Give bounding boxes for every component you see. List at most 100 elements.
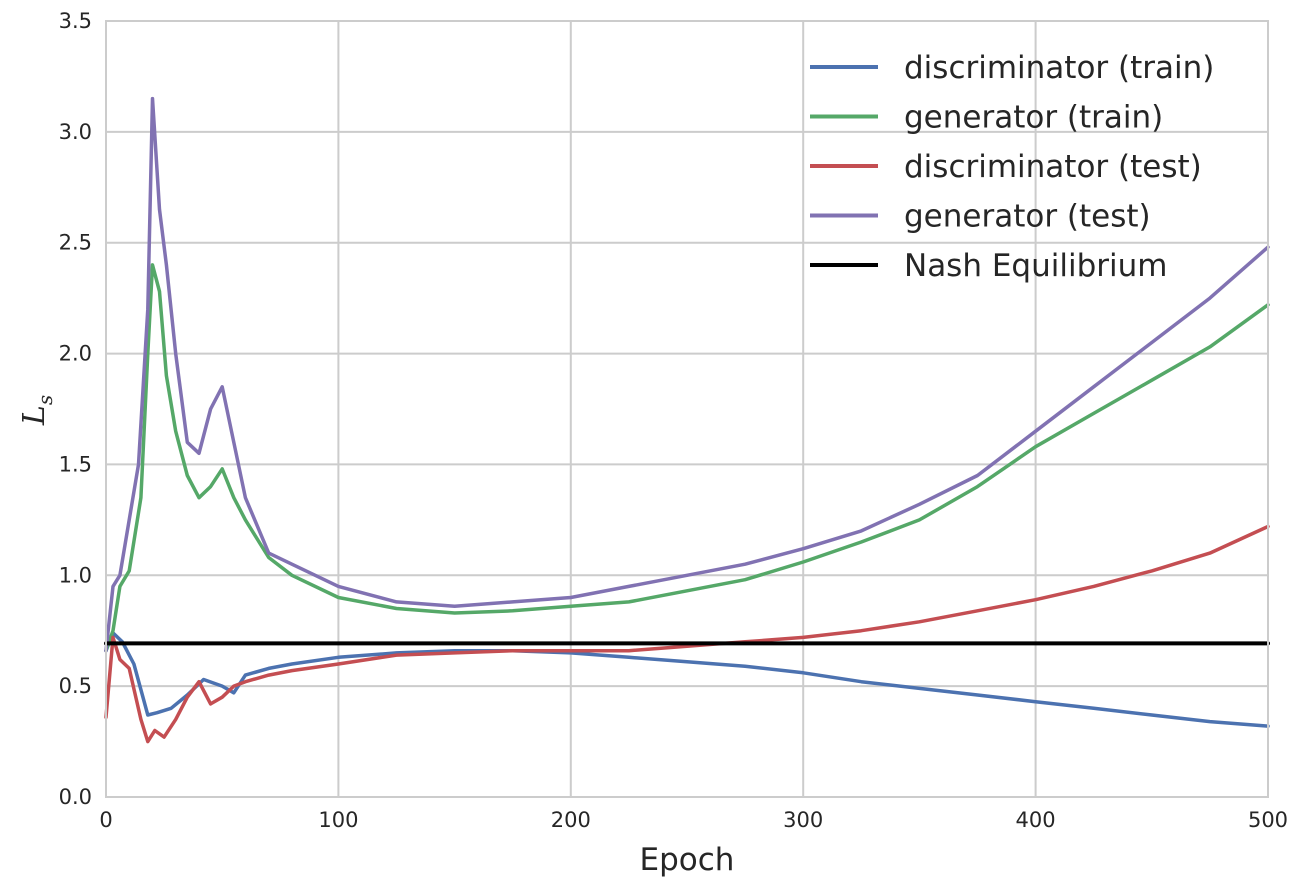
data-point xyxy=(151,263,154,267)
series-line xyxy=(104,524,1270,744)
data-point xyxy=(1150,378,1154,382)
data-point xyxy=(232,496,236,499)
data-point xyxy=(128,518,131,522)
plot-frame xyxy=(105,20,1269,798)
data-point xyxy=(627,656,631,659)
data-point xyxy=(111,629,115,632)
data-point xyxy=(337,662,340,666)
data-point xyxy=(1034,700,1037,703)
data-point xyxy=(139,718,143,721)
data-point xyxy=(569,649,572,652)
data-point xyxy=(1208,551,1212,555)
data-point xyxy=(918,503,921,506)
data-point xyxy=(802,560,805,564)
data-point xyxy=(395,607,398,610)
data-point xyxy=(313,574,317,577)
data-point xyxy=(153,729,157,732)
data-point xyxy=(244,518,247,522)
data-point xyxy=(158,208,161,211)
legend: discriminator (train) generator (train) di… xyxy=(810,50,1214,284)
data-point xyxy=(453,611,456,615)
x-tick-label: 500 xyxy=(1248,808,1288,832)
data-point xyxy=(146,740,150,743)
data-point xyxy=(860,529,863,533)
data-point xyxy=(685,660,689,663)
data-point xyxy=(128,569,131,573)
data-point xyxy=(511,609,514,612)
data-point xyxy=(244,680,247,683)
data-point xyxy=(1150,341,1154,344)
legend-label: discriminator (test) xyxy=(904,149,1202,185)
series-1 xyxy=(104,263,1270,653)
data-point xyxy=(1092,585,1095,588)
data-point xyxy=(290,563,294,566)
y-tick-label: 1.5 xyxy=(59,452,92,476)
series-0 xyxy=(104,631,1270,728)
data-point xyxy=(146,352,150,355)
data-point xyxy=(132,662,136,666)
data-point xyxy=(202,678,205,681)
data-point xyxy=(174,352,177,355)
data-point xyxy=(976,693,979,697)
data-point xyxy=(209,407,212,411)
data-point xyxy=(743,563,747,566)
y-tick-label: 3.0 xyxy=(59,120,92,144)
data-point xyxy=(569,596,572,599)
data-point xyxy=(569,605,572,608)
data-point xyxy=(685,645,689,648)
data-point xyxy=(1150,569,1154,573)
series-4 xyxy=(104,641,1270,646)
data-point xyxy=(221,684,224,688)
data-point xyxy=(802,547,805,550)
data-point xyxy=(118,658,122,661)
data-point xyxy=(165,263,168,267)
data-point xyxy=(165,374,168,377)
data-point xyxy=(976,474,979,477)
data-point xyxy=(151,97,154,100)
legend-label: generator (train) xyxy=(904,100,1163,136)
data-point xyxy=(118,585,122,588)
y-tick-label: 2.0 xyxy=(59,342,92,366)
data-point xyxy=(155,711,159,714)
x-axis-label: Epoch xyxy=(640,842,735,878)
series-line xyxy=(104,96,1270,653)
data-point xyxy=(1092,385,1095,389)
y-axis-label-main: L xyxy=(17,405,52,426)
x-tick-label: 100 xyxy=(318,808,358,832)
data-point xyxy=(395,653,398,657)
data-point xyxy=(146,713,150,717)
data-point xyxy=(209,485,212,488)
data-point xyxy=(1034,429,1037,433)
data-point xyxy=(802,671,805,675)
data-point xyxy=(290,574,294,577)
data-point xyxy=(1092,412,1095,415)
data-point xyxy=(111,636,115,639)
data-point xyxy=(511,600,514,604)
data-point xyxy=(290,669,294,672)
data-point xyxy=(860,540,863,544)
data-point xyxy=(267,556,270,559)
data-point xyxy=(1150,713,1154,717)
data-point xyxy=(290,662,294,666)
y-tick-label: 2.5 xyxy=(59,231,92,255)
y-tick-label: 3.5 xyxy=(59,9,92,33)
data-point xyxy=(267,551,270,555)
data-point xyxy=(743,578,747,581)
data-point xyxy=(685,574,689,577)
data-point xyxy=(802,636,805,639)
data-point xyxy=(1092,707,1095,710)
data-point xyxy=(209,702,212,706)
data-point xyxy=(186,441,189,444)
y-tick-label: 1.0 xyxy=(59,563,92,587)
plot-area xyxy=(106,21,1268,797)
data-point xyxy=(860,629,863,632)
data-point xyxy=(627,600,631,604)
data-point xyxy=(976,485,979,488)
data-point xyxy=(1208,296,1212,300)
data-point xyxy=(174,429,177,433)
y-tick-label: 0.0 xyxy=(59,785,92,809)
legend-label: Nash Equilibrium xyxy=(904,248,1167,284)
data-point xyxy=(1034,598,1037,601)
data-point xyxy=(860,680,863,683)
